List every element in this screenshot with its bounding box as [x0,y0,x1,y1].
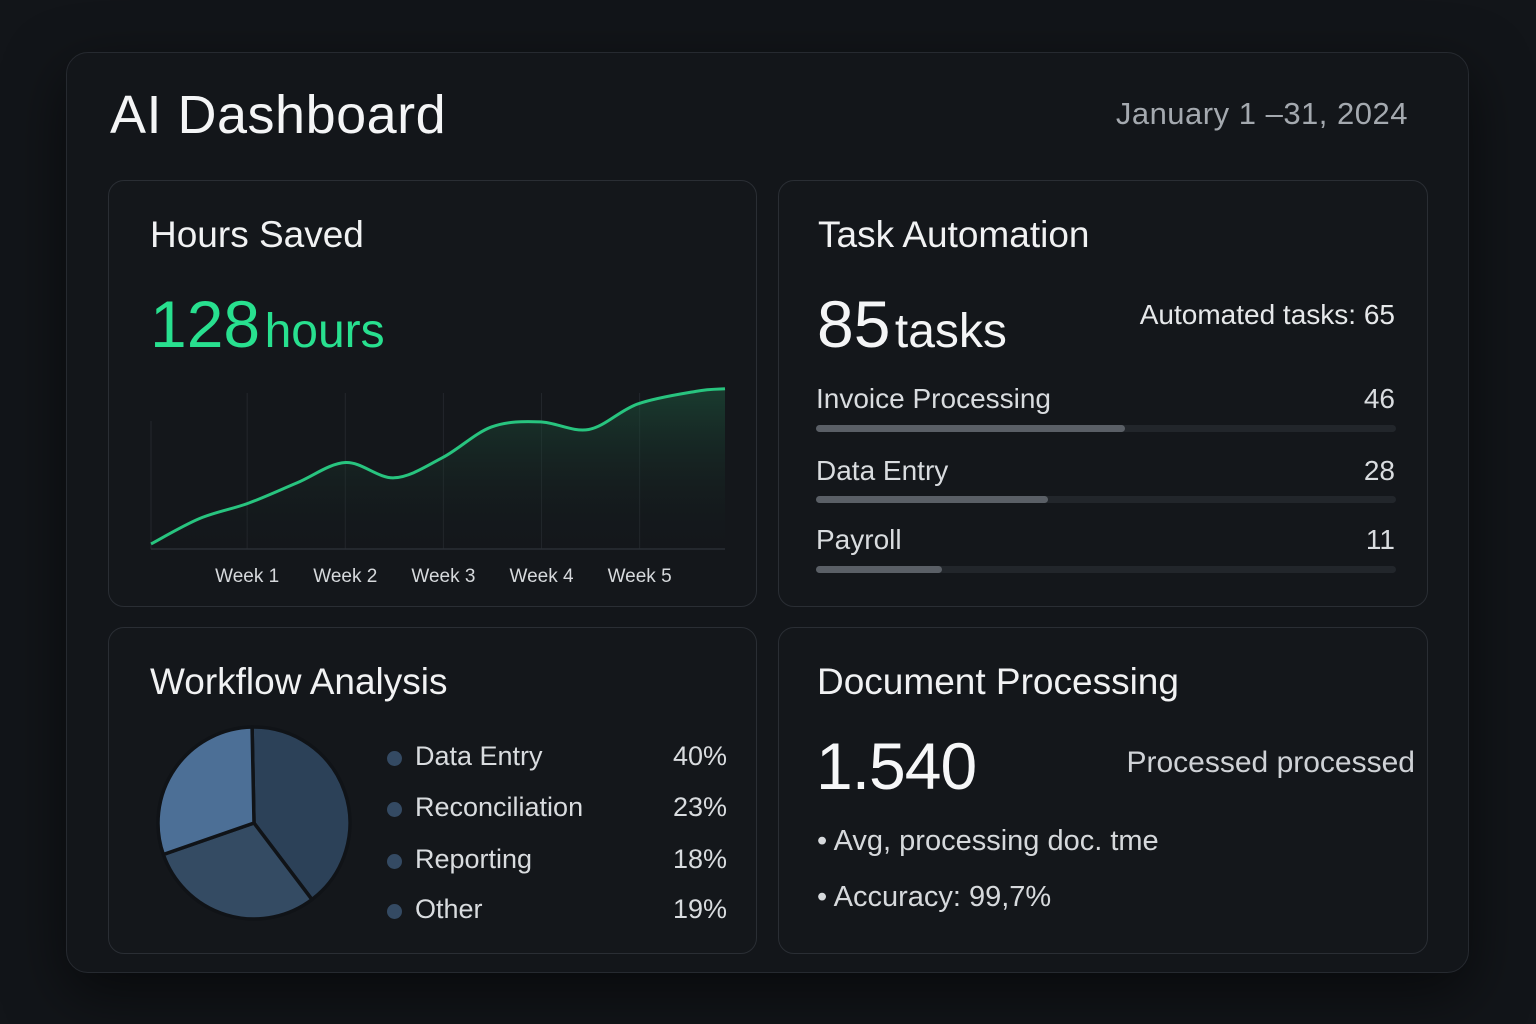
task-total-value: 85 [817,287,891,361]
date-range-label[interactable]: January 1 –31, 2024 [1115,96,1408,131]
legend-label: Reporting [415,844,533,874]
task-progress-track [816,425,1396,432]
legend-value: 23% [672,792,727,822]
task-progress-track [816,566,1396,573]
task-row-label: Invoice Processing [816,383,1052,414]
automated-tasks-label: Automated tasks: 65 [1139,299,1395,330]
task-row-label: Data Entry [816,455,949,486]
legend-item: Other 19% [387,894,727,928]
task-row-value: 11 [1365,524,1395,555]
document-processing-title: Document Processing [817,661,1179,702]
x-axis-tick-label: Week 5 [607,566,672,587]
pie-slice [161,821,314,921]
legend-dot-icon [387,751,402,766]
documents-processed-value: 1.540 [816,729,977,803]
legend-item: Data Entry 40% [387,741,727,775]
x-axis-tick-label: Week 4 [509,566,574,587]
legend-dot-icon [387,904,402,919]
legend-dot-icon [387,854,402,869]
workflow-pie-chart [156,725,352,921]
workflow-analysis-card: Workflow Analysis Data Entry 40% Reconci… [108,627,757,954]
legend-dot-icon [387,802,402,817]
x-axis-tick-label: Week 1 [215,566,280,587]
accuracy-item: • Accuracy: 99,7% [817,881,1052,913]
hours-saved-area [151,388,725,549]
hours-saved-card: Hours Saved 128 hours Week 1 Week 2 Week 3… [108,180,757,607]
pie-slice [250,725,352,902]
legend-label: Data Entry [415,741,543,771]
hours-saved-chart [150,387,726,550]
legend-item: Reconciliation 23% [387,792,727,826]
hours-saved-line [150,387,726,546]
x-axis-tick-label: Week 2 [313,566,378,587]
task-progress-fill [816,566,943,573]
task-progress-fill [816,496,1048,503]
task-total-unit: tasks [894,305,1007,358]
workflow-analysis-title: Workflow Analysis [150,661,448,702]
pie-slice [156,725,256,857]
legend-value: 18% [672,844,727,874]
hours-saved-value: 128 [150,287,261,361]
task-automation-title: Task Automation [818,214,1090,255]
task-total-group: 85 tasks [817,286,1007,362]
task-row-value: 46 [1363,383,1395,414]
task-row-label: Payroll [816,524,902,555]
legend-label: Other [415,894,483,924]
hours-saved-unit: hours [264,305,385,358]
task-progress-track [816,496,1396,503]
legend-value: 19% [672,894,727,924]
hours-saved-value-group: 128 hours [150,286,385,362]
task-progress-fill [816,425,1126,432]
page-title: AI Dashboard [110,85,447,145]
legend-item: Reporting 18% [387,844,727,878]
legend-value: 40% [672,741,727,771]
hours-saved-title: Hours Saved [150,214,364,255]
legend-label: Reconciliation [415,792,584,822]
task-row-value: 28 [1363,455,1395,486]
task-automation-card: Task Automation 85 tasks Automated tasks… [778,180,1428,607]
x-axis-tick-label: Week 3 [411,566,476,587]
document-processing-card: Document Processing 1.540 Processed proc… [778,627,1428,954]
avg-processing-time-item: • Avg, processing doc. tme [817,825,1159,857]
processed-label: Processed processed [1126,746,1416,779]
